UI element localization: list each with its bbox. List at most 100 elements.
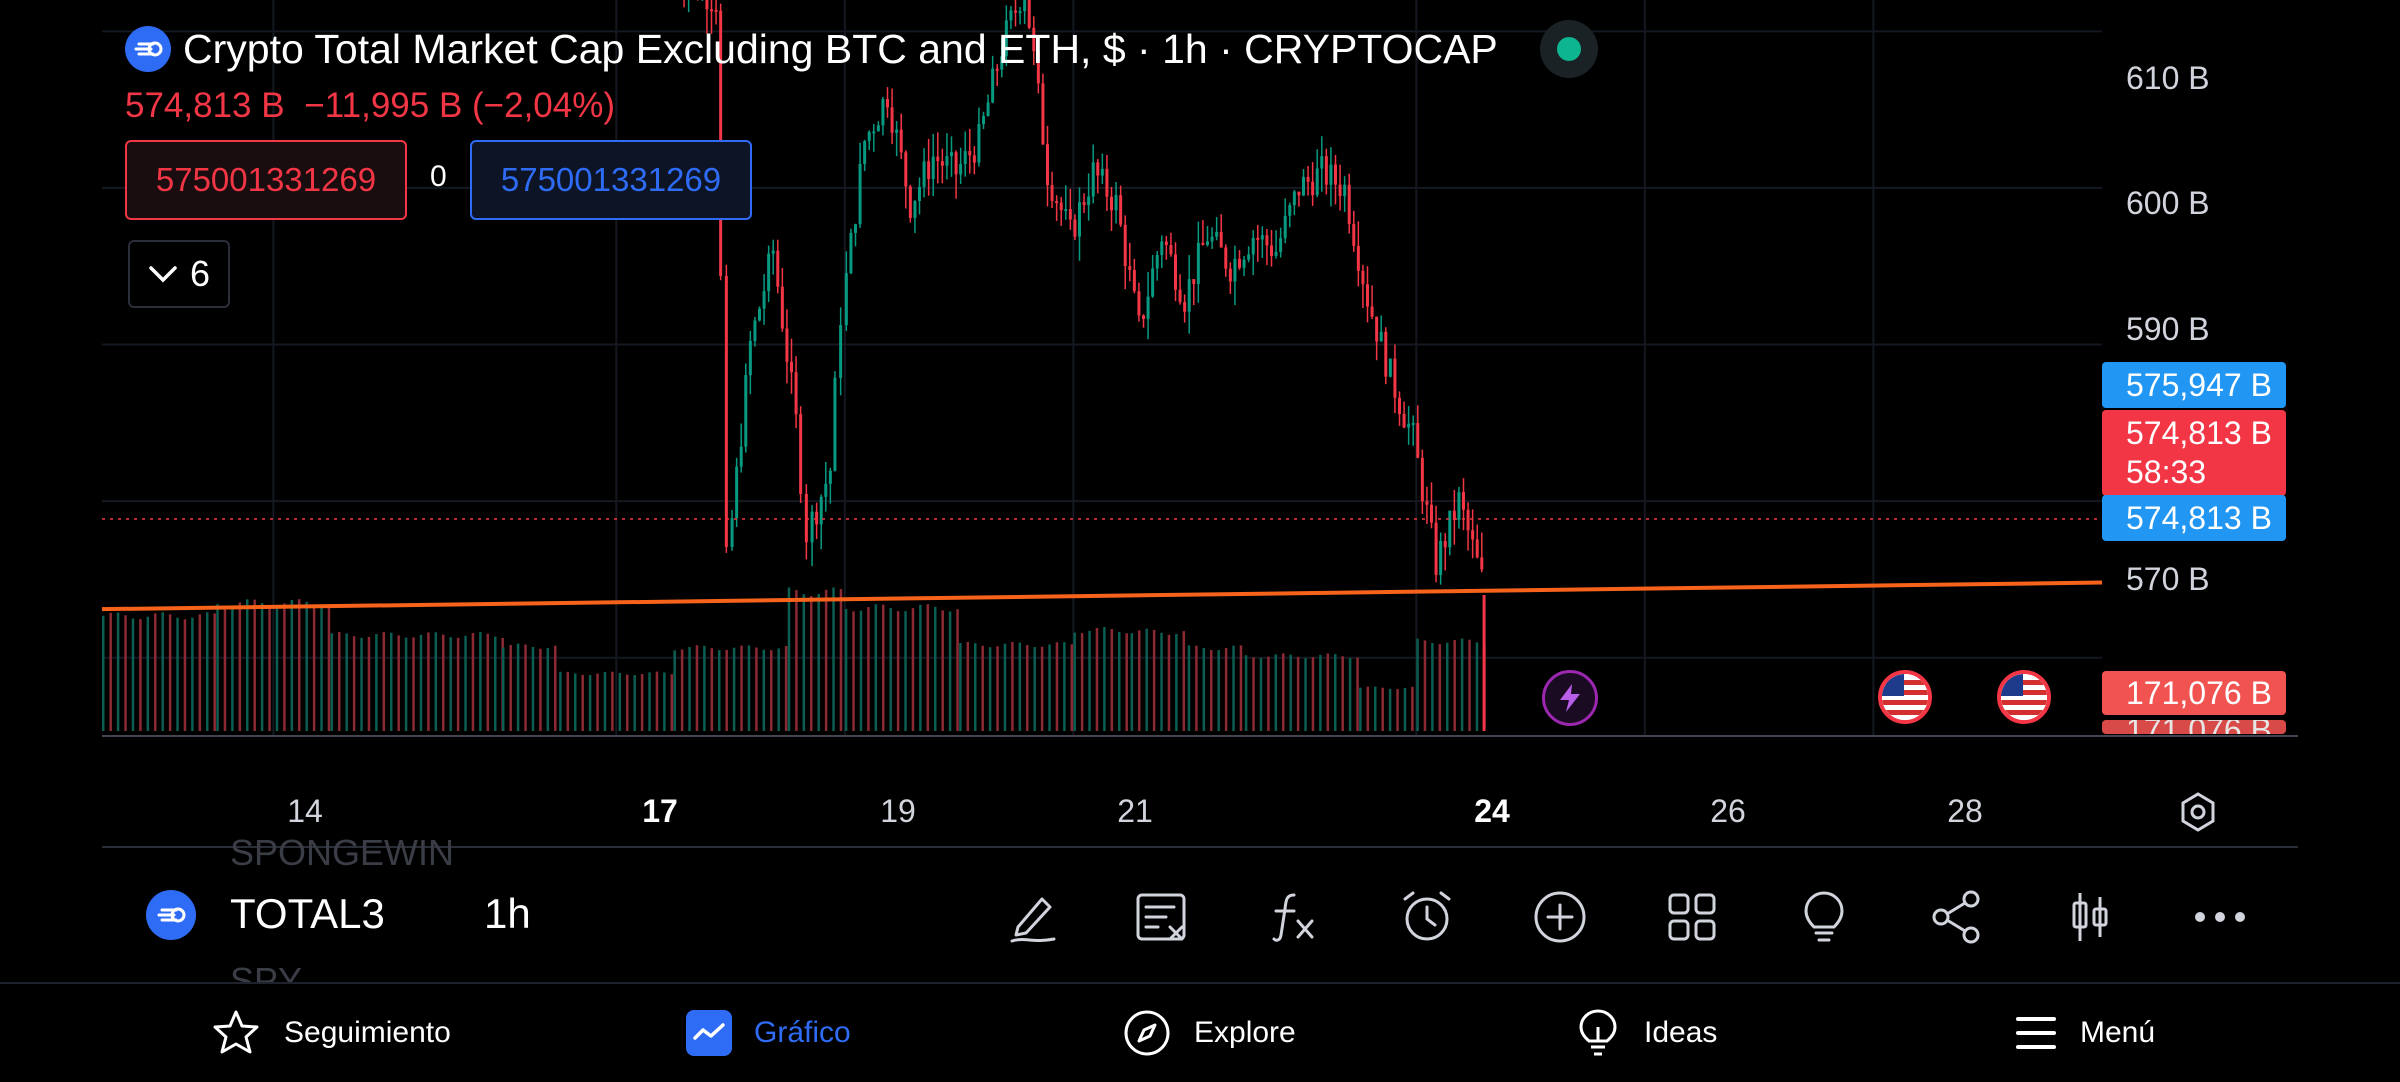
volume-bar — [449, 637, 452, 731]
candle-body — [785, 328, 789, 362]
layout-icon[interactable] — [1660, 885, 1724, 949]
candle-body — [1192, 279, 1196, 284]
volume-bar — [183, 619, 187, 731]
market-status-icon[interactable] — [1539, 20, 1598, 78]
candle-body — [945, 156, 949, 166]
volume-bar — [725, 649, 728, 731]
volume-bar — [352, 636, 356, 731]
volume-bar — [770, 650, 773, 731]
volume-bar — [996, 646, 999, 731]
candle-body — [940, 161, 944, 166]
volume-bar — [688, 646, 691, 731]
draw-icon[interactable] — [1002, 885, 1066, 949]
candle-body — [1247, 254, 1251, 260]
symbol-button[interactable]: TOTAL3 — [230, 890, 385, 937]
symbol-logo-icon[interactable] — [146, 890, 196, 940]
chart-icon — [686, 1010, 732, 1056]
nav-explore[interactable]: Explore — [1122, 984, 1296, 1082]
volume-bar — [1244, 655, 1248, 731]
chart-title[interactable]: Crypto Total Market Cap Excluding BTC an… — [183, 25, 1498, 72]
candle-body — [982, 116, 985, 125]
volume-bar — [618, 672, 622, 731]
candle-body — [771, 250, 775, 254]
time-axis-label: 24 — [1474, 793, 1510, 829]
candle-body — [1475, 539, 1479, 558]
us-flag-event-icon[interactable] — [1997, 670, 2051, 724]
volume-bar — [1187, 645, 1191, 731]
lightning-event-icon[interactable] — [1542, 670, 1598, 726]
candle-body — [1228, 268, 1232, 282]
candle-body — [1402, 414, 1406, 428]
candle-type-icon[interactable] — [2058, 885, 2122, 949]
volume-bar — [419, 634, 423, 731]
volume-bar — [502, 647, 505, 731]
more-icon[interactable] — [2188, 885, 2252, 949]
volume-bar — [1259, 658, 1263, 731]
time-axis-label: 17 — [642, 793, 678, 829]
volume-bar — [1003, 643, 1007, 731]
volume-bar — [124, 615, 127, 731]
volume-bar — [1088, 630, 1091, 731]
volume-bar — [442, 634, 445, 731]
volume-bar — [494, 636, 497, 731]
trendline[interactable] — [101, 580, 2103, 612]
chart-settings-icon[interactable] — [2176, 790, 2220, 839]
nav-menu[interactable]: Menú — [2014, 984, 2155, 1082]
add-icon[interactable] — [1528, 885, 1592, 949]
volume-bar — [531, 646, 535, 731]
volume-bar — [1341, 656, 1344, 731]
candle-body — [913, 200, 917, 218]
buy-button[interactable]: 575001331269 — [470, 140, 752, 220]
alert-icon[interactable] — [1395, 885, 1459, 949]
candle-body — [1356, 245, 1360, 271]
timeframe-button[interactable]: 1h — [484, 890, 531, 937]
volume-bar — [1026, 645, 1029, 731]
volume-bar — [956, 609, 959, 731]
volume-bar — [670, 674, 674, 731]
candle-body — [1283, 215, 1287, 239]
volume-bar — [1011, 641, 1014, 731]
clear-icon[interactable] — [1130, 885, 1194, 949]
share-icon[interactable] — [1925, 885, 1989, 949]
volume-bar — [154, 613, 157, 731]
candle-body — [833, 377, 837, 471]
last-price: 574,813 B — [125, 86, 285, 125]
indicator-icon[interactable] — [1262, 885, 1326, 949]
nav-ideas[interactable]: Ideas — [1574, 984, 1717, 1082]
candle-body — [1114, 195, 1118, 211]
candle-body — [936, 156, 940, 162]
volume-bar — [1202, 647, 1206, 731]
candle-body — [799, 414, 803, 495]
candle-body — [954, 152, 958, 175]
volume-bar — [1239, 645, 1243, 731]
candle-body — [1439, 540, 1443, 575]
volume-tag: 171,076 B — [2102, 671, 2286, 715]
price-chart[interactable] — [0, 0, 2400, 846]
candle-body — [1448, 510, 1452, 548]
toolbar-divider — [102, 846, 2298, 848]
volume-bar — [223, 606, 227, 731]
nav-watchlist[interactable]: Seguimiento — [210, 984, 451, 1082]
volume-bar — [456, 637, 460, 731]
candle-body — [1132, 269, 1136, 292]
spread-value: 0 — [430, 160, 447, 193]
indicators-toggle-button[interactable]: 6 — [128, 240, 230, 308]
candle-body — [1068, 209, 1072, 220]
candle-body — [1411, 422, 1415, 425]
volume-bar — [338, 632, 341, 731]
volume-bar — [1055, 642, 1059, 731]
nav-chart[interactable]: Gráfico — [686, 984, 851, 1082]
volume-bar — [216, 604, 219, 731]
bottom-navigation: Seguimiento Gráfico Explore Ideas Menú — [0, 982, 2400, 1082]
candle-body — [1055, 201, 1059, 204]
chart-header: Crypto Total Market Cap Excluding BTC an… — [125, 20, 1598, 78]
volume-bar — [1356, 657, 1359, 731]
candle-body — [876, 125, 880, 132]
us-flag-event-icon[interactable] — [1878, 670, 1932, 724]
candle-body — [1361, 270, 1365, 285]
candle-body — [1384, 331, 1388, 377]
sell-button[interactable]: 575001331269 — [125, 140, 407, 220]
candle-body — [1420, 457, 1424, 502]
ideas-icon[interactable] — [1792, 885, 1856, 949]
volume-bar — [1095, 627, 1099, 731]
